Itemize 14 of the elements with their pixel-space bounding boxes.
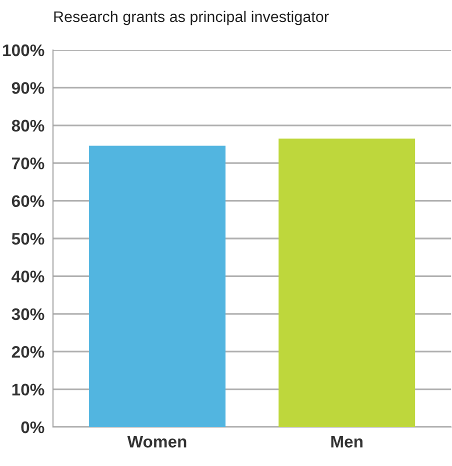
y-tick-label: 20% xyxy=(12,346,44,358)
y-tick-label: 40% xyxy=(12,270,44,282)
y-tick-label: 10% xyxy=(12,384,44,396)
chart-title: Research grants as principal investigator xyxy=(54,10,329,26)
y-tick-label: 90% xyxy=(12,82,44,94)
y-tick-label: 60% xyxy=(12,195,44,208)
x-tick-label: Men xyxy=(331,436,362,448)
x-tick-label: Women xyxy=(127,436,186,448)
y-tick-label: 100% xyxy=(3,44,44,56)
y-tick-label: 0% xyxy=(21,421,44,434)
y-tick-label: 70% xyxy=(12,158,44,170)
y-tick-label: 50% xyxy=(12,232,44,245)
y-tick-label: 30% xyxy=(12,308,44,320)
y-tick-label: 80% xyxy=(12,120,44,132)
